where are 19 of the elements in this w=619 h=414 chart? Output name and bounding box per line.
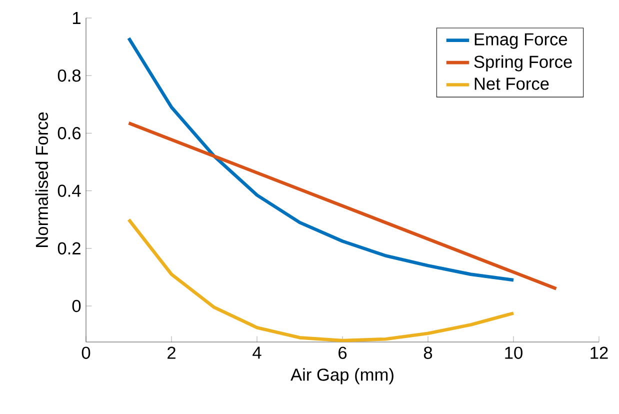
x-tick-label: 10 [505, 346, 522, 359]
legend-label: Emag Force [474, 33, 568, 49]
legend-label: Spring Force [474, 55, 572, 72]
y-tick-label: 0.8 [58, 69, 81, 82]
x-tick-label: 12 [590, 346, 608, 359]
legend-label: Net Force [474, 78, 549, 90]
y-axis-title: Normalised Force [35, 112, 48, 247]
x-tick-label: 8 [424, 346, 432, 359]
y-tick-label: 0.6 [58, 127, 81, 140]
x-tick-label: 6 [338, 346, 347, 359]
x-axis-title: Air Gap (mm) [290, 368, 394, 384]
y-tick-label: 0.2 [58, 242, 80, 255]
y-tick-label: 1 [72, 12, 80, 24]
line-series [127, 218, 516, 342]
x-tick-label: 2 [168, 346, 176, 359]
y-tick-label: 0 [72, 300, 81, 312]
y-tick-label: 0.4 [58, 184, 81, 197]
x-tick-label: 0 [82, 346, 90, 359]
x-tick-label: 4 [252, 346, 262, 359]
